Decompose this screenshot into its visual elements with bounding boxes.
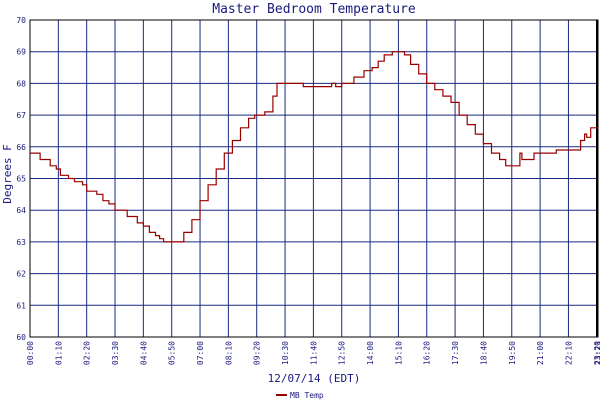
series-line-0 — [30, 51, 598, 243]
y-tick-label: 66 — [16, 143, 26, 152]
y-tick-label: 61 — [16, 301, 26, 310]
x-tick-label: 09:20 — [253, 341, 262, 365]
x-tick-label: 14:00 — [366, 341, 375, 365]
y-tick-label: 70 — [16, 16, 26, 25]
axes — [29, 19, 599, 338]
x-tick-label: 05:50 — [168, 341, 177, 365]
chart-title: Master Bedroom Temperature — [212, 2, 416, 17]
x-tick-label: 21:00 — [536, 341, 545, 365]
y-tick-labels: 60 61 62 63 64 65 66 67 68 69 70 — [16, 16, 26, 342]
x-tick-label: 23:20 — [593, 341, 600, 365]
x-tick-label: 04:40 — [139, 341, 148, 365]
x-tick-label: 11:40 — [309, 341, 318, 365]
x-tick-label: 23:23 — [594, 341, 600, 365]
y-tick-label: 64 — [16, 206, 26, 215]
y-tick-label: 62 — [16, 270, 26, 279]
x-tick-label: 22:10 — [564, 341, 573, 365]
x-tick-label: 01:10 — [54, 341, 63, 365]
x-tick-label: 08:10 — [224, 341, 233, 365]
y-tick-label: 67 — [16, 111, 26, 120]
x-tick-label: 17:30 — [451, 341, 460, 365]
y-tick-label: 69 — [16, 48, 26, 57]
x-tick-label: 02:20 — [83, 341, 92, 365]
x-axis-label: 12/07/14 (EDT) — [268, 372, 361, 385]
x-tick-label: 18:40 — [479, 341, 488, 365]
x-tick-label: 12:50 — [338, 341, 347, 365]
x-tick-label: 19:50 — [508, 341, 517, 365]
x-tick-label: 16:20 — [423, 341, 432, 365]
legend: MB Temp — [276, 391, 324, 400]
x-tick-label: 10:30 — [281, 341, 290, 365]
x-tick-label: 15:10 — [394, 341, 403, 365]
x-tick-label: 07:00 — [196, 341, 205, 365]
y-tick-label: 65 — [16, 175, 26, 184]
y-tick-label: 60 — [16, 333, 26, 342]
x-tick-label: 00:00 — [26, 341, 35, 365]
x-tick-label: 03:30 — [111, 341, 120, 365]
y-tick-label: 63 — [16, 238, 26, 247]
y-axis-label: Degrees F — [1, 144, 14, 204]
x-tick-labels: 00:00 01:10 02:20 03:30 04:40 05:50 07:00 08:10… — [26, 341, 600, 365]
legend-label-mb-temp: MB Temp — [290, 391, 324, 400]
y-tick-label: 68 — [16, 79, 26, 88]
series-layer — [30, 51, 598, 243]
